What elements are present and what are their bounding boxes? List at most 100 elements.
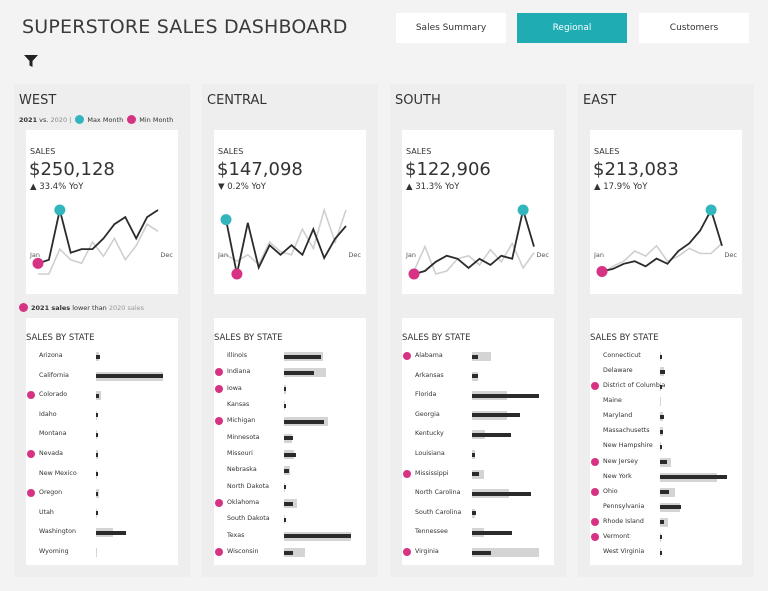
- max-month-marker[interactable]: [705, 204, 717, 216]
- state-row[interactable]: District of Columbia: [590, 380, 742, 394]
- state-row[interactable]: North Dakota: [214, 481, 366, 495]
- tab-customers[interactable]: Customers: [639, 13, 749, 43]
- state-row[interactable]: Minnesota: [214, 432, 366, 446]
- footnote-mid: lower than: [70, 303, 109, 312]
- bar-2021: [660, 550, 662, 555]
- bar-2021: [284, 387, 286, 392]
- state-row[interactable]: Alabama: [402, 350, 554, 364]
- state-row[interactable]: Mississippi: [402, 468, 554, 482]
- state-row[interactable]: Wisconsin: [214, 546, 366, 560]
- state-row[interactable]: Oregon: [26, 487, 178, 501]
- sales-by-state-card: SALES BY STATE Alabama Arkansas Florida Geor…: [402, 318, 554, 565]
- state-row[interactable]: Wyoming: [26, 546, 178, 560]
- state-name: Massachusetts: [603, 427, 650, 435]
- state-row[interactable]: Tennessee: [402, 526, 554, 540]
- bar-2020: [472, 548, 539, 557]
- min-month-marker[interactable]: [596, 265, 608, 277]
- max-month-marker[interactable]: [54, 204, 66, 216]
- state-name: Delaware: [603, 367, 633, 375]
- state-row[interactable]: New York: [590, 471, 742, 485]
- state-name: Wyoming: [39, 548, 69, 555]
- monthly-sales-sparkline: [32, 204, 159, 275]
- bar-2021: [96, 530, 127, 535]
- state-row[interactable]: South Carolina: [402, 507, 554, 521]
- state-row[interactable]: Utah: [26, 507, 178, 521]
- state-row[interactable]: Idaho: [26, 409, 178, 423]
- state-row[interactable]: Florida: [402, 389, 554, 403]
- state-row[interactable]: Virginia: [402, 546, 554, 560]
- state-row[interactable]: Indiana: [214, 366, 366, 380]
- bar-2021: [660, 369, 666, 374]
- state-name: Mississippi: [415, 469, 449, 477]
- sales-by-state-card: SALES BY STATE Arizona California Colorado I…: [26, 318, 178, 565]
- state-row[interactable]: Ohio: [590, 486, 742, 500]
- state-name: Arizona: [39, 352, 63, 359]
- min-month-marker[interactable]: [32, 257, 44, 269]
- state-row[interactable]: New Mexico: [26, 468, 178, 482]
- state-row[interactable]: California: [26, 370, 178, 384]
- state-row[interactable]: New Hampshire: [590, 440, 742, 454]
- state-row[interactable]: Colorado: [26, 389, 178, 403]
- state-row[interactable]: Maine: [590, 395, 742, 409]
- state-row[interactable]: Massachusetts: [590, 425, 742, 439]
- state-row[interactable]: Delaware: [590, 365, 742, 379]
- state-row[interactable]: North Carolina: [402, 487, 554, 501]
- state-row[interactable]: Nebraska: [214, 464, 366, 478]
- sales-yoy: ▼ 0.2% YoY: [218, 182, 266, 192]
- sales-yoy: ▲ 31.3% YoY: [406, 182, 460, 192]
- state-row[interactable]: Montana: [26, 428, 178, 442]
- state-row[interactable]: Vermont: [590, 531, 742, 545]
- state-row[interactable]: Kansas: [214, 399, 366, 413]
- state-row[interactable]: Nevada: [26, 448, 178, 462]
- state-name: Rhode Island: [603, 517, 644, 525]
- sales-label: SALES: [30, 147, 56, 156]
- state-row[interactable]: Michigan: [214, 415, 366, 429]
- state-name: Florida: [415, 391, 437, 399]
- state-row[interactable]: Pennsylvania: [590, 501, 742, 515]
- legend-min-label: Min Month: [139, 115, 174, 124]
- max-month-marker[interactable]: [220, 214, 232, 226]
- state-name: West Virginia: [603, 548, 645, 555]
- state-row[interactable]: Kentucky: [402, 428, 554, 442]
- state-row[interactable]: West Virginia: [590, 546, 742, 560]
- state-row[interactable]: Rhode Island: [590, 516, 742, 530]
- state-row[interactable]: Maryland: [590, 410, 742, 424]
- footnote-muted: 2020 sales: [108, 303, 145, 312]
- region-title: WEST: [19, 93, 57, 108]
- state-row[interactable]: Arizona: [26, 350, 178, 364]
- lower-sales-dot: [591, 457, 599, 466]
- min-month-marker[interactable]: [408, 268, 420, 280]
- state-row[interactable]: New Jersey: [590, 456, 742, 470]
- bar-2021: [284, 517, 286, 522]
- state-row[interactable]: Georgia: [402, 409, 554, 423]
- sales-by-state-title: SALES BY STATE: [590, 333, 659, 343]
- state-row[interactable]: Iowa: [214, 383, 366, 397]
- state-row[interactable]: Louisiana: [402, 448, 554, 462]
- tab-regional[interactable]: Regional: [517, 13, 627, 43]
- bar-2021: [472, 472, 480, 477]
- bar-2021: [472, 550, 491, 555]
- legend-separator: |: [67, 115, 72, 124]
- tab-sales-summary[interactable]: Sales Summary: [396, 13, 506, 43]
- page-title: SUPERSTORE SALES DASHBOARD: [22, 16, 348, 38]
- region-panel-central: CENTRAL SALES $147,098 ▼ 0.2% YoY Jan Dec SALE…: [202, 84, 378, 577]
- state-row[interactable]: Arkansas: [402, 370, 554, 384]
- lower-indicator-dot: [19, 303, 28, 312]
- min-month-marker[interactable]: [231, 268, 243, 280]
- state-row[interactable]: South Dakota: [214, 513, 366, 527]
- state-row[interactable]: Washington: [26, 526, 178, 540]
- lower-sales-dot: [27, 450, 35, 458]
- axis-start-label: Jan: [406, 251, 417, 259]
- state-row[interactable]: Connecticut: [590, 350, 742, 364]
- bar-2021: [284, 501, 294, 506]
- state-row[interactable]: Oklahoma: [214, 497, 366, 511]
- max-month-marker[interactable]: [517, 204, 529, 216]
- state-row[interactable]: Texas: [214, 530, 366, 544]
- state-name: North Dakota: [227, 482, 269, 490]
- state-name: Nebraska: [227, 466, 257, 474]
- filter-icon[interactable]: [24, 55, 38, 67]
- state-row[interactable]: Illinois: [214, 350, 366, 364]
- bar-2021: [96, 413, 98, 418]
- sales-label: SALES: [218, 147, 244, 156]
- state-row[interactable]: Missouri: [214, 448, 366, 462]
